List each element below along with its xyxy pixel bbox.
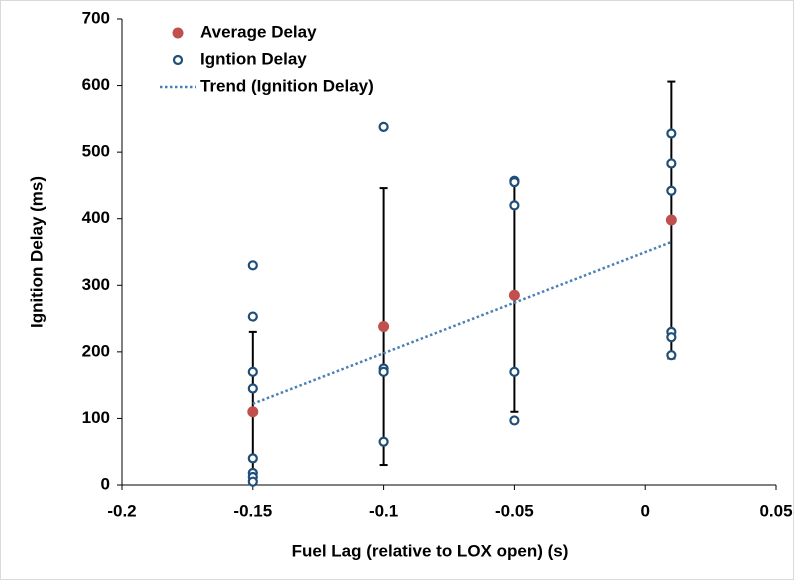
- legend-label: Average Delay: [200, 22, 317, 41]
- y-tick-label: 300: [82, 275, 110, 294]
- data-point: [247, 453, 258, 464]
- legend-label: Trend (Ignition Delay): [200, 76, 374, 95]
- data-point: [378, 366, 389, 377]
- x-tick-label: 0: [640, 501, 649, 520]
- y-tick-label: 0: [101, 474, 110, 493]
- y-axis-label: Ignition Delay (ms): [27, 176, 46, 328]
- x-tick-label: -0.15: [233, 501, 272, 520]
- legend-swatch: [172, 54, 184, 66]
- y-tick-label: 400: [82, 208, 110, 227]
- data-point: [508, 289, 520, 301]
- x-tick-label: -0.1: [369, 501, 398, 520]
- y-tick-label: 100: [82, 408, 110, 427]
- data-point: [666, 185, 677, 196]
- data-point: [509, 366, 520, 377]
- x-tick-label: -0.05: [495, 501, 534, 520]
- data-point: [247, 260, 258, 271]
- data-point: [509, 177, 520, 188]
- data-point: [509, 200, 520, 211]
- data-point: [378, 321, 390, 333]
- data-point: [509, 415, 520, 426]
- legend-label: Igntion Delay: [200, 49, 307, 68]
- data-point: [666, 158, 677, 169]
- data-point: [247, 476, 258, 487]
- data-point: [247, 311, 258, 322]
- data-point: [378, 121, 389, 132]
- data-point: [666, 350, 677, 361]
- data-point: [378, 436, 389, 447]
- data-point: [665, 214, 677, 226]
- legend-swatch: [172, 27, 184, 39]
- y-tick-label: 200: [82, 341, 110, 360]
- y-tick-label: 700: [82, 8, 110, 27]
- data-point: [247, 383, 258, 394]
- x-axis-label: Fuel Lag (relative to LOX open) (s): [292, 541, 569, 560]
- data-point: [247, 406, 259, 418]
- data-point: [666, 332, 677, 343]
- y-tick-label: 500: [82, 142, 110, 161]
- data-point: [666, 128, 677, 139]
- x-tick-label: -0.2: [107, 501, 136, 520]
- x-tick-label: 0.05: [759, 501, 792, 520]
- data-point: [247, 366, 258, 377]
- y-tick-label: 600: [82, 75, 110, 94]
